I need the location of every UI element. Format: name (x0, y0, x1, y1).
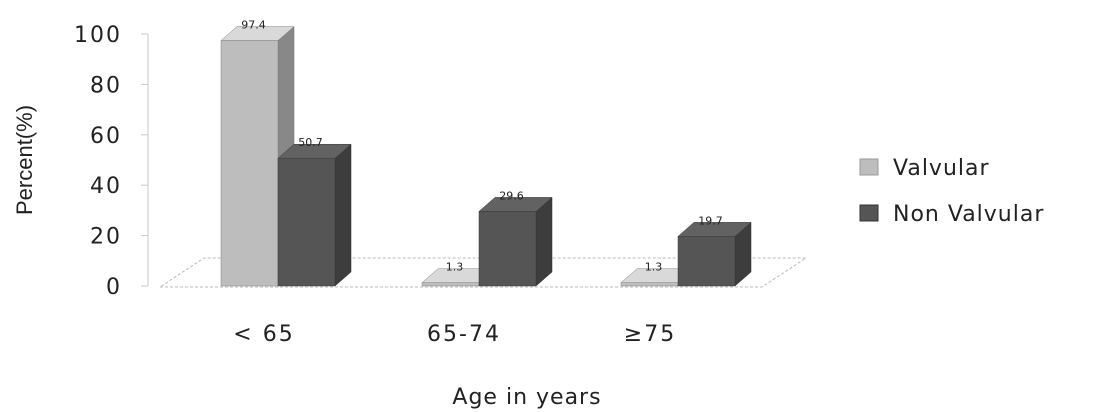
bar-front (277, 157, 336, 287)
bar-front (478, 211, 537, 287)
data-label: 97.4 (241, 19, 266, 32)
chart-floor (158, 257, 808, 288)
bar-front (620, 282, 679, 287)
y-tick-label: 100 (74, 23, 122, 48)
category-label: < 65 (233, 322, 294, 347)
floor (158, 257, 808, 288)
category-label: ≥75 (624, 322, 676, 347)
data-labels: 97.4 50.7 1.3 29.6 1.3 19.7 (241, 19, 723, 274)
y-tick-label: 40 (90, 174, 122, 199)
y-tick-label: 80 (90, 73, 122, 98)
legend: Valvular Non Valvular (859, 156, 1044, 227)
bar-front (677, 236, 736, 287)
category-label: 65-74 (427, 322, 501, 347)
bar-front (220, 40, 279, 287)
bar-non-valvular-1 (478, 196, 553, 287)
data-label: 1.3 (446, 261, 464, 274)
y-axis: 100 80 60 40 20 0 (74, 23, 149, 300)
data-label: 29.6 (499, 189, 524, 202)
legend-swatch-valvular (859, 158, 879, 176)
bar-side (535, 196, 553, 287)
data-label: 1.3 (645, 261, 663, 274)
y-tick-label: 60 (90, 124, 122, 149)
legend-swatch-non-valvular (859, 204, 879, 222)
y-tick-label: 20 (90, 225, 122, 250)
legend-label-valvular: Valvular (893, 156, 990, 181)
bar-non-valvular-0 (277, 143, 352, 287)
bar-side (334, 143, 352, 287)
bars (220, 26, 752, 287)
y-axis-title: Percent(%) (12, 105, 37, 215)
data-label: 19.7 (698, 214, 723, 227)
data-label: 50.7 (298, 136, 323, 149)
y-tick-label: 0 (106, 275, 122, 300)
y-tick-labels: 100 80 60 40 20 0 (74, 23, 122, 300)
bar-front (421, 282, 480, 287)
y-tick-marks (141, 33, 148, 287)
bar-non-valvular-2 (677, 221, 752, 287)
legend-label-non-valvular: Non Valvular (893, 202, 1044, 227)
x-axis-title: Age in years (452, 385, 601, 410)
category-labels: < 65 65-74 ≥75 (233, 322, 676, 347)
